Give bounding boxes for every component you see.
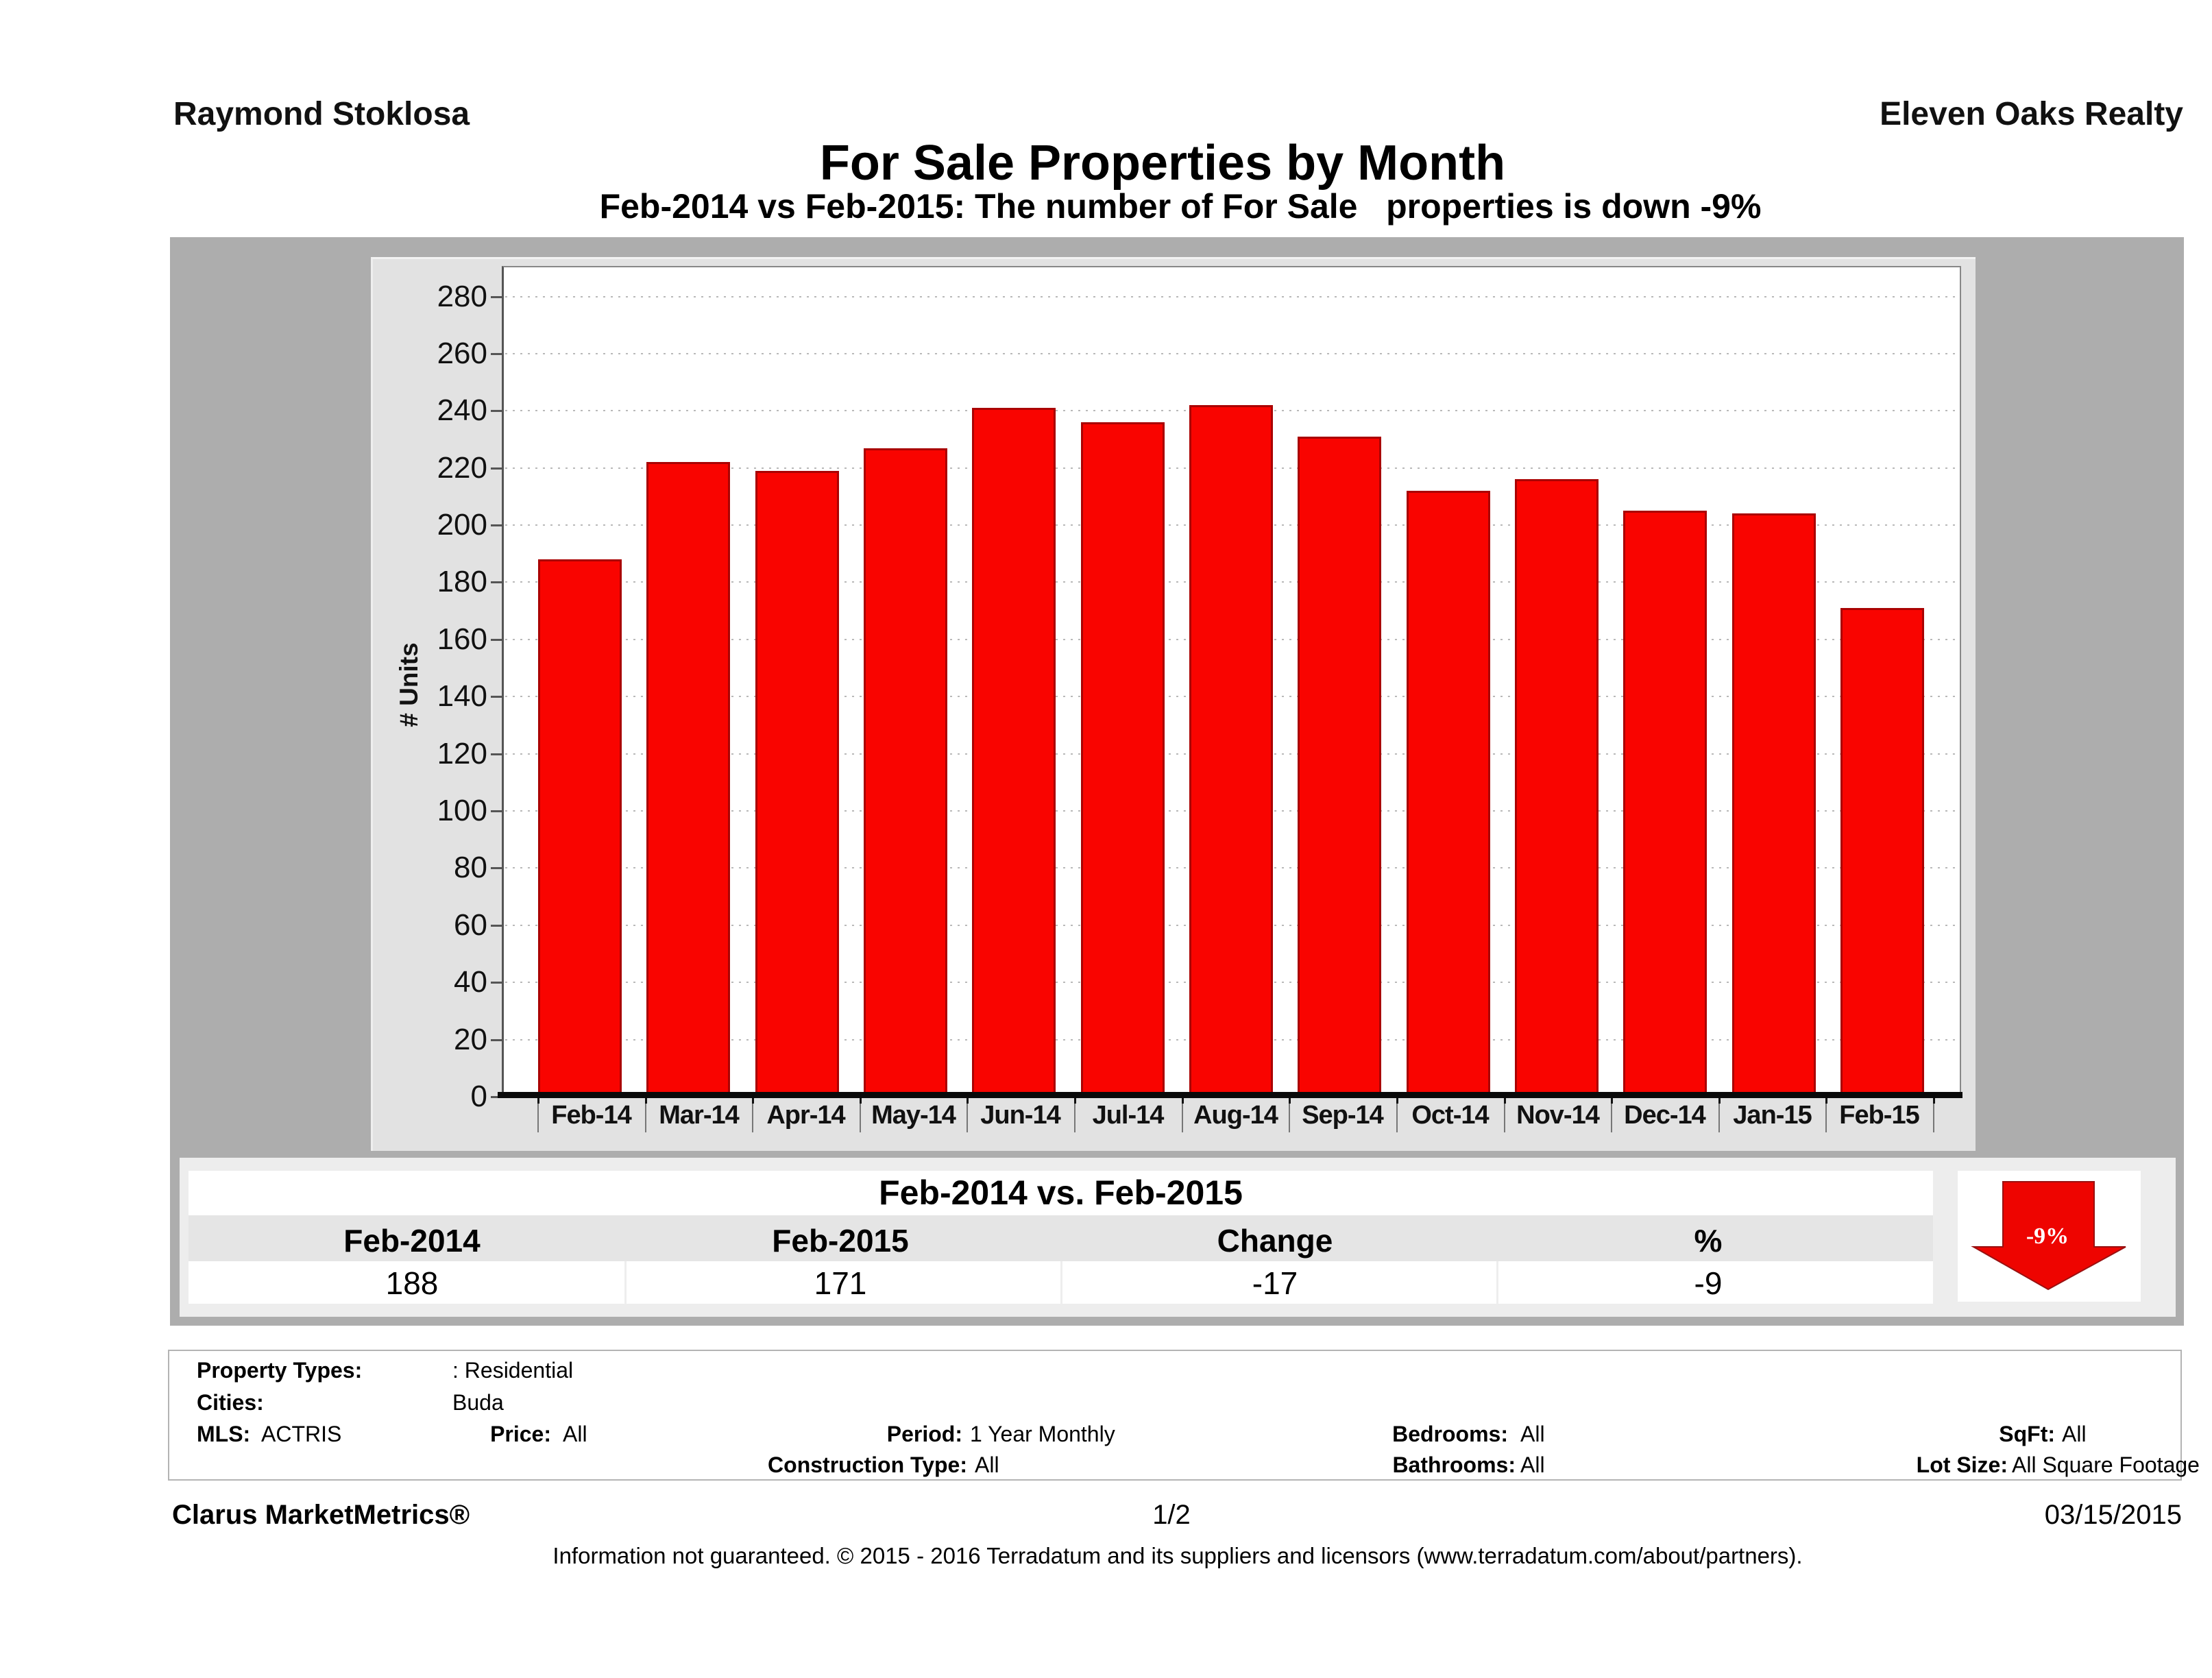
svg-text:-9%: -9%: [2026, 1224, 2069, 1249]
